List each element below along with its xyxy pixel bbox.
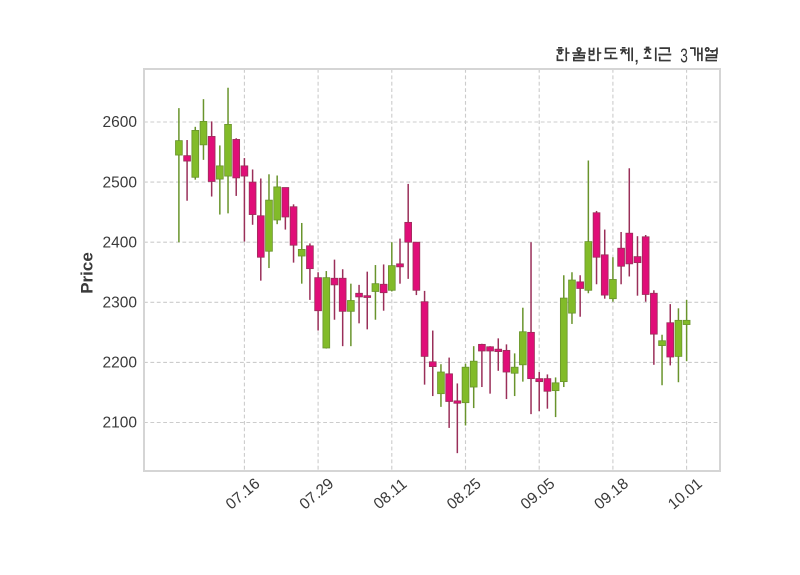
svg-text:2200: 2200 [103,355,138,372]
svg-text:2400: 2400 [103,234,138,251]
svg-text:2600: 2600 [103,114,138,131]
svg-text:3: 3 [680,45,688,68]
svg-text:2500: 2500 [103,174,138,191]
svg-text:,: , [634,44,640,67]
svg-text:2300: 2300 [103,295,138,312]
svg-text:2100: 2100 [103,415,138,432]
svg-text:Price: Price [78,252,97,294]
